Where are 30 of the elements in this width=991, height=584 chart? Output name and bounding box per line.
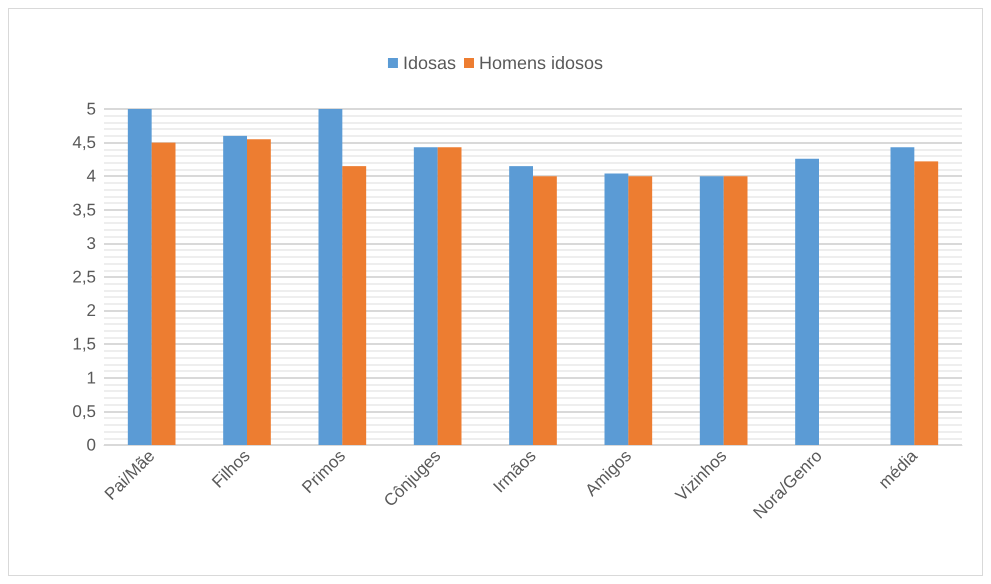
bar [724, 176, 748, 445]
bar [318, 109, 342, 445]
bar [700, 176, 724, 445]
y-tick-label: 1 [86, 368, 96, 388]
y-tick-label: 0 [86, 436, 96, 454]
y-tick-label: 2,5 [72, 268, 96, 286]
bar [890, 147, 914, 445]
bar [223, 136, 247, 445]
bar [628, 176, 652, 445]
bar [438, 147, 462, 445]
y-tick-label: 5 [86, 100, 96, 118]
y-tick-label: 3 [86, 234, 96, 253]
y-tick-label: 3,5 [72, 200, 96, 220]
bar [247, 139, 271, 445]
bar [152, 142, 176, 445]
bar [795, 158, 819, 445]
y-tick-label: 2 [86, 301, 96, 320]
y-tick-label: 1,5 [72, 334, 96, 354]
y-tick-label: 4,5 [72, 133, 96, 152]
bar [533, 176, 557, 445]
y-tick-label: 0,5 [72, 402, 96, 421]
bar [509, 166, 533, 445]
bar [342, 166, 366, 445]
bar [604, 174, 628, 445]
legend-label: Idosas [402, 53, 456, 73]
bar [128, 109, 152, 445]
legend-label: Homens idosos [478, 53, 604, 73]
bar [914, 161, 938, 445]
y-tick-label: 4 [86, 166, 96, 186]
bar [414, 147, 438, 445]
